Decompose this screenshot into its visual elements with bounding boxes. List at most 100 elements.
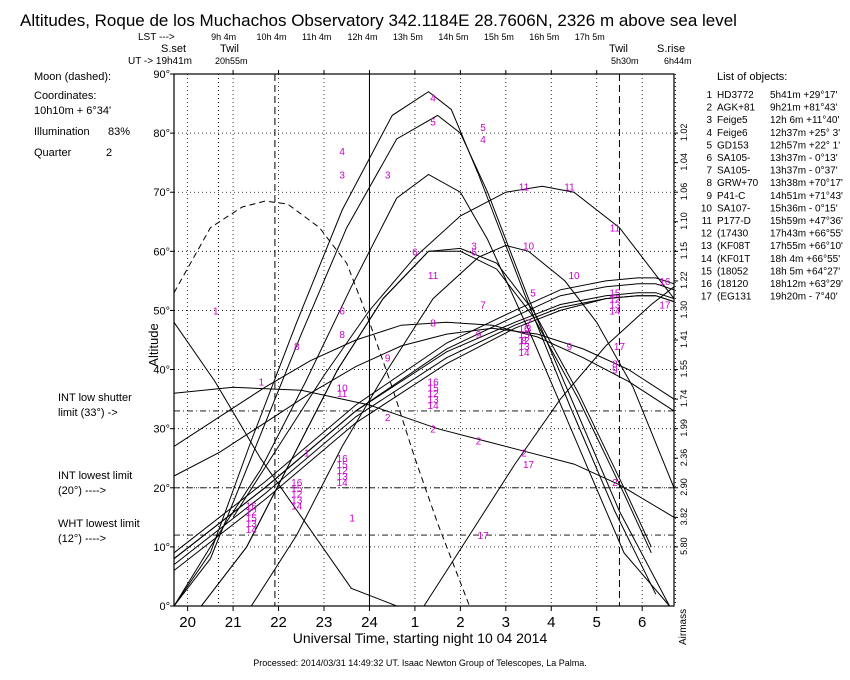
series-label: 14 [246,525,258,536]
airmass-tick-label: 1.04 [679,153,689,171]
series-label: 8 [521,336,527,347]
object-coords: 17h43m +66°55' [770,229,843,240]
object-coords: 12h37m +25° 3' [770,128,840,139]
lst-tick-label: 15h 5m [484,32,514,42]
airmass-tick-label: 1.55 [679,360,689,378]
limit-int-lowest-line2: (20°) ----> [58,485,106,497]
limit-wht-lowest-line2: (12°) ----> [58,533,106,545]
object-name: AGK+81 [717,103,756,114]
y-tick-label: 60° [153,246,170,258]
series-label: 1 [304,448,310,459]
series-label: 9 [385,354,391,365]
plot-area: 20 21 22 23 24 1 2 3 4 5 60°10°20°30°40°50°60°70°8… [153,32,689,631]
series-label: 12 [428,389,440,400]
series-label: 17 [523,460,535,471]
series-label: 3 [526,324,532,335]
chart-title: Altitudes, Roque de los Muchachos Observ… [20,11,737,30]
series-label: 3 [385,170,391,181]
moon-quarter-value: 2 [106,147,112,159]
series-label: 8 [612,360,618,371]
airmass-tick-label: 1.30 [679,301,689,319]
series-label: 3 [339,170,345,181]
lst-label: LST ---> [138,32,175,43]
object-name: (KF01T [717,254,750,265]
series-label: 15 [246,513,258,524]
series-line-7 [200,250,652,607]
series-label: 17 [659,301,671,312]
object-coords: 5h41m +29°17' [770,90,837,101]
series-label: 11 [428,271,439,282]
series-label: 9 [567,342,573,353]
series-line-9 [173,327,675,477]
series-line-8 [173,321,675,447]
twil-evening-time: 20h55m [215,56,248,66]
y-tick-label: 80° [153,128,170,140]
x-tick-label: 1 [411,614,419,631]
series-label: 16 [337,454,349,465]
series-label: 13 [428,395,440,406]
object-number: 5 [706,140,712,151]
series-label: 6 [412,247,418,258]
series-label: 4 [339,147,345,158]
x-tick-label: 6 [638,614,646,631]
series-label: 10 [568,271,580,282]
object-number: 13 [701,241,713,252]
series-label: 9 [612,366,618,377]
series-label: 15 [337,460,349,471]
series-label: 13 [518,342,530,353]
twil-morning-time: 5h30m [611,56,639,66]
object-number: 11 [702,216,713,227]
series-label: 5 [480,123,486,134]
object-coords: 18h 4m +66°55' [770,254,840,265]
object-name: (17430 [717,229,749,240]
series-label: 12 [518,336,530,347]
x-tick-label: 3 [502,614,510,631]
airmass-tick-label: 3.82 [679,508,689,526]
moon-heading: Moon (dashed): [34,71,111,83]
series-label: 12 [291,490,303,501]
airmass-tick-label: 1.74 [679,390,689,408]
limit-int-lowest-line1: INT lowest limit [58,470,132,482]
series-label: 11 [519,182,530,193]
object-name: (KF08T [717,241,750,252]
x-tick-label: 2 [456,614,464,631]
object-name: P41-C [717,191,745,202]
y-tick-label: 90° [153,69,170,81]
sunset-label: S.set [161,43,186,55]
object-coords: 19h20m - 7°40' [770,292,838,303]
object-list: 1 HD3772 5h41m +29°17' 2 AGK+81 9h21m +81°43'… [701,90,843,303]
series-label: 16 [659,277,671,288]
series-label: 14 [337,478,349,489]
series-label: 14 [428,401,440,412]
series-label: 16 [518,324,530,335]
airmass-tick-label: 1.10 [679,212,689,230]
object-coords: 13h37m - 0°37' [770,166,838,177]
series-label: 16 [428,377,440,388]
y-tick-label: 10° [153,542,170,554]
series-line-5 [173,114,670,607]
series-label: 2 [476,436,482,447]
series-line-1 [173,322,397,607]
object-name: GD153 [717,140,749,151]
object-number: 10 [701,203,713,214]
object-number: 14 [701,254,713,265]
airmass-tick-label: 1.99 [679,419,689,437]
series-label: 5 [430,117,436,128]
object-number: 16 [701,279,713,290]
series-label: 3 [471,241,477,252]
airmass-tick-label: 2.36 [679,449,689,467]
limit-int-shutter-line1: INT low shutter [58,392,132,404]
moon-illumination-value: 83% [108,126,130,138]
series-label: 15 [291,484,303,495]
limit-int-shutter-line2: limit (33°) -> [58,407,118,419]
x-tick-label: 22 [270,614,287,631]
lst-tick-label: 16h 5m [529,32,559,42]
series-label: 13 [609,301,621,312]
object-number: 17 [701,292,713,303]
lst-tick-label: 9h 4m [211,32,236,42]
series-label: 13 [246,519,258,530]
lst-tick-label: 10h 4m [257,32,287,42]
moon-illumination-label: Illumination [34,126,90,138]
series-label: 15 [428,383,440,394]
airmass-tick-label: 5.80 [679,537,689,555]
